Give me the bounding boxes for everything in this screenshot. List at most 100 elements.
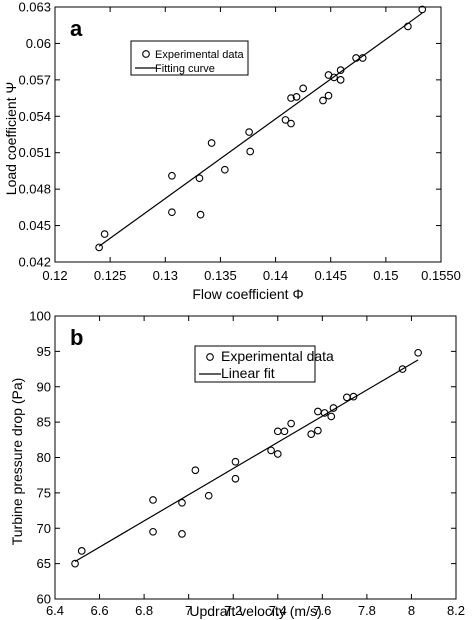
data-point [196,210,205,219]
data-point [149,527,157,536]
data-point [178,530,186,538]
x-tick-label: 0.15 [373,268,398,283]
data-point [336,76,345,84]
data-point [319,96,327,105]
data-point [336,66,345,74]
x-tick-label: 7.6 [313,603,331,618]
data-point [204,491,213,500]
data-point [358,54,367,62]
y-tick-label: 0.042 [18,255,51,270]
x-tick-label: 8 [408,603,415,618]
y-tick-label: 90 [37,379,51,394]
data-point [418,5,427,14]
x-tick-label: 0.13 [153,268,178,283]
data-point [299,84,307,93]
data-point [314,407,322,416]
data-point [342,393,351,402]
y-tick-label: 70 [37,521,51,536]
x-tick-label: 0.145 [314,268,347,283]
legend-box [194,345,316,383]
x-tick-label: 0.125 [94,268,127,283]
data-point [100,230,109,238]
data-point [191,466,200,475]
data-point [273,427,282,436]
legend-label-line: Linear fit [221,365,275,381]
y-tick-label: 0.063 [18,0,51,15]
data-point [267,446,275,455]
y-tick-label: 65 [37,556,51,571]
legend-marker-points [142,50,150,58]
y-axis-label: Turbine pressure drop (Pa) [9,378,25,546]
y-axis-label: Load coefficient Ψ [3,82,19,195]
data-point [314,426,322,435]
data-point [324,91,333,100]
fit-line [98,12,423,247]
data-point [245,128,253,136]
x-axis-label: Flow coefficient Φ [192,286,303,302]
x-tick-label: 7.4 [269,603,287,618]
y-tick-label: 60 [37,592,51,607]
y-tick-label: 100 [29,309,51,324]
x-tick-label: 7.2 [224,603,242,618]
data-point [220,165,229,174]
y-tick-label: 80 [37,450,51,465]
legend-label-points: Experimental data [155,49,245,61]
panel-label: b [70,325,83,350]
data-point [414,348,422,357]
data-point [246,147,255,156]
x-tick-label: 6.4 [46,603,64,618]
data-point [168,171,176,180]
data-point [273,450,282,458]
plot-area-frame [54,6,442,263]
y-tick-label: 0.045 [18,218,51,233]
chart-panel-a: 0.12 0.125 0.13 0.135 0.14 0.145 0.15 0.1550 0.0… [3,0,461,302]
data-point [330,73,338,82]
y-tick-label: 95 [37,344,51,359]
data-point [329,404,338,412]
x-tick-label: 0.14 [263,268,288,283]
data-point [95,243,103,252]
legend: Experimental data Fitting curve [130,40,249,76]
y-tick-label: 0.048 [18,182,51,197]
data-point [231,457,240,466]
data-point [287,94,295,102]
legend-label-line: Fitting curve [155,63,215,75]
data-point [287,419,295,428]
legend-label-points: Experimental data [221,348,334,364]
data-point [287,119,295,128]
data-point [149,496,157,504]
data-point [404,22,412,31]
x-axis-label: Updraft velocity (m/s) [189,603,321,619]
data-point [168,208,176,217]
data-point [77,547,86,555]
legend-marker-points [206,353,214,361]
data-point [349,392,358,401]
data-point [398,365,407,373]
data-point [320,409,329,417]
data-point [327,412,336,421]
data-point [292,93,301,101]
x-tick-label: 0.135 [204,268,237,283]
data-point [231,474,240,483]
x-tick-label: 8.2 [447,603,465,618]
data-point [195,174,204,183]
data-point [281,116,290,124]
y-tick-label: 0.054 [18,109,51,124]
x-tick-label: 6.6 [91,603,109,618]
panel-label: a [70,16,83,41]
x-tick-label: 7.8 [358,603,376,618]
y-tick-label: 85 [37,415,51,430]
legend-box [130,40,249,76]
x-tick-label: 6.8 [135,603,153,618]
y-tick-label: 75 [37,485,51,500]
x-tick-label: 7 [185,603,192,618]
x-tick-label: 0.1550 [421,268,461,283]
data-point [71,559,79,568]
data-point [280,427,289,436]
data-point [178,498,186,507]
chart-panel-b: 6.4 6.6 6.8 7 7.2 7.4 7.6 7.8 8 8.2 60 65 70 75 80 85 90… [9,309,465,620]
data-point [207,139,216,147]
y-tick-label: 0.057 [18,72,51,87]
